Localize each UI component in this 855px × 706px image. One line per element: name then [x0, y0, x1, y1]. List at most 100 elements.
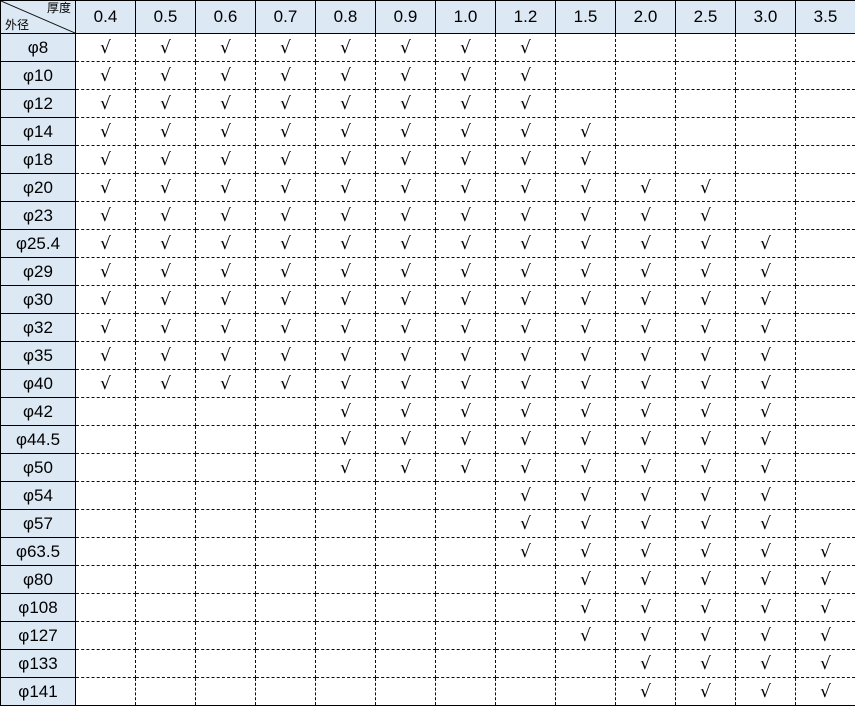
availability-check-icon: √ — [736, 426, 796, 454]
availability-empty-cell — [376, 566, 436, 594]
availability-empty-cell — [256, 678, 316, 706]
availability-check-icon: √ — [376, 454, 436, 482]
availability-empty-cell — [436, 594, 496, 622]
table-row: φ127√√√√√ — [1, 622, 855, 650]
column-header-thickness: 1.2 — [496, 1, 556, 34]
corner-header-cell: 厚度 外径 — [1, 1, 76, 34]
table-row: φ8√√√√√√√√ — [1, 34, 855, 62]
row-header-diameter: φ42 — [1, 398, 76, 426]
table-row: φ29√√√√√√√√√√√√ — [1, 258, 855, 286]
availability-empty-cell — [196, 482, 256, 510]
availability-check-icon: √ — [556, 286, 616, 314]
availability-empty-cell — [436, 650, 496, 678]
availability-empty-cell — [76, 650, 136, 678]
row-header-diameter: φ35 — [1, 342, 76, 370]
availability-check-icon: √ — [676, 286, 736, 314]
availability-check-icon: √ — [556, 538, 616, 566]
table-row: φ25.4√√√√√√√√√√√√ — [1, 230, 855, 258]
availability-check-icon: √ — [616, 482, 676, 510]
availability-check-icon: √ — [676, 398, 736, 426]
availability-empty-cell — [616, 34, 676, 62]
availability-check-icon: √ — [376, 286, 436, 314]
availability-empty-cell — [256, 510, 316, 538]
availability-check-icon: √ — [616, 454, 676, 482]
availability-empty-cell — [196, 538, 256, 566]
availability-check-icon: √ — [436, 342, 496, 370]
availability-check-icon: √ — [556, 482, 616, 510]
availability-check-icon: √ — [616, 566, 676, 594]
availability-check-icon: √ — [556, 566, 616, 594]
column-header-thickness: 0.4 — [76, 1, 136, 34]
row-header-diameter: φ44.5 — [1, 426, 76, 454]
table-row: φ133√√√√ — [1, 650, 855, 678]
availability-check-icon: √ — [436, 258, 496, 286]
availability-empty-cell — [136, 594, 196, 622]
availability-check-icon: √ — [556, 146, 616, 174]
availability-check-icon: √ — [736, 230, 796, 258]
availability-check-icon: √ — [196, 230, 256, 258]
availability-empty-cell — [136, 678, 196, 706]
availability-empty-cell — [436, 538, 496, 566]
availability-check-icon: √ — [436, 370, 496, 398]
availability-empty-cell — [496, 594, 556, 622]
availability-check-icon: √ — [316, 454, 376, 482]
availability-check-icon: √ — [376, 258, 436, 286]
availability-check-icon: √ — [436, 118, 496, 146]
row-header-diameter: φ133 — [1, 650, 76, 678]
availability-empty-cell — [796, 62, 855, 90]
availability-check-icon: √ — [496, 202, 556, 230]
availability-empty-cell — [256, 650, 316, 678]
availability-check-icon: √ — [136, 146, 196, 174]
availability-check-icon: √ — [556, 594, 616, 622]
availability-check-icon: √ — [616, 650, 676, 678]
availability-check-icon: √ — [616, 230, 676, 258]
row-header-diameter: φ54 — [1, 482, 76, 510]
availability-empty-cell — [76, 622, 136, 650]
availability-empty-cell — [76, 678, 136, 706]
availability-empty-cell — [796, 426, 855, 454]
table-row: φ32√√√√√√√√√√√√ — [1, 314, 855, 342]
availability-check-icon: √ — [376, 202, 436, 230]
availability-empty-cell — [796, 286, 855, 314]
column-header-thickness: 0.7 — [256, 1, 316, 34]
table-row: φ80√√√√√ — [1, 566, 855, 594]
column-header-thickness: 1.0 — [436, 1, 496, 34]
availability-check-icon: √ — [256, 34, 316, 62]
column-header-thickness: 0.6 — [196, 1, 256, 34]
availability-check-icon: √ — [316, 370, 376, 398]
row-header-diameter: φ14 — [1, 118, 76, 146]
availability-check-icon: √ — [256, 342, 316, 370]
column-header-thickness: 3.0 — [736, 1, 796, 34]
availability-empty-cell — [616, 62, 676, 90]
availability-check-icon: √ — [316, 174, 376, 202]
availability-empty-cell — [316, 622, 376, 650]
availability-check-icon: √ — [196, 314, 256, 342]
availability-check-icon: √ — [256, 174, 316, 202]
availability-empty-cell — [556, 90, 616, 118]
availability-empty-cell — [196, 566, 256, 594]
table-row: φ23√√√√√√√√√√√ — [1, 202, 855, 230]
availability-check-icon: √ — [676, 426, 736, 454]
availability-empty-cell — [736, 34, 796, 62]
availability-empty-cell — [556, 62, 616, 90]
availability-check-icon: √ — [736, 538, 796, 566]
column-header-thickness: 0.5 — [136, 1, 196, 34]
availability-check-icon: √ — [556, 342, 616, 370]
availability-check-icon: √ — [736, 678, 796, 706]
availability-check-icon: √ — [196, 286, 256, 314]
availability-check-icon: √ — [376, 146, 436, 174]
availability-check-icon: √ — [256, 146, 316, 174]
availability-check-icon: √ — [136, 62, 196, 90]
availability-check-icon: √ — [196, 258, 256, 286]
availability-empty-cell — [376, 650, 436, 678]
availability-check-icon: √ — [136, 90, 196, 118]
availability-check-icon: √ — [196, 174, 256, 202]
availability-check-icon: √ — [496, 482, 556, 510]
availability-check-icon: √ — [196, 90, 256, 118]
row-header-diameter: φ23 — [1, 202, 76, 230]
availability-check-icon: √ — [376, 342, 436, 370]
availability-check-icon: √ — [616, 678, 676, 706]
availability-check-icon: √ — [556, 454, 616, 482]
availability-empty-cell — [136, 398, 196, 426]
